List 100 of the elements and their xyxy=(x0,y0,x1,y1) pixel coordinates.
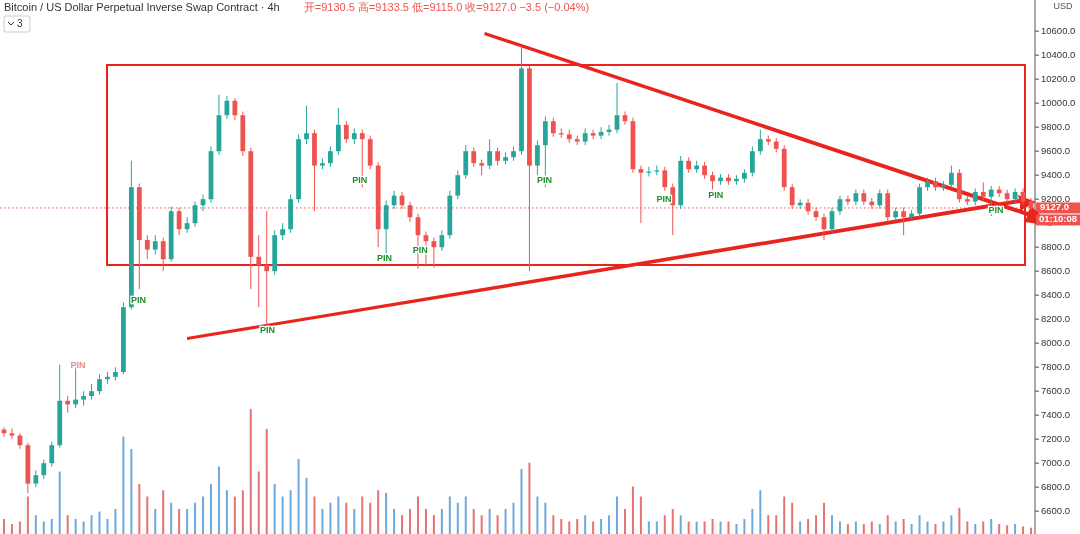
y-tick-label: 9800.0 xyxy=(1041,120,1071,132)
bar xyxy=(894,521,897,534)
annotation: 3 xyxy=(17,17,23,29)
bar xyxy=(958,507,961,534)
bar xyxy=(1022,526,1025,534)
bar xyxy=(448,496,451,534)
bar xyxy=(600,519,603,534)
bar xyxy=(743,519,746,534)
bar xyxy=(592,521,595,534)
bar xyxy=(106,519,109,534)
bar xyxy=(862,524,865,534)
bar xyxy=(560,519,563,534)
bar xyxy=(154,509,157,534)
y-tick-label: 7800.0 xyxy=(1041,360,1071,372)
bar xyxy=(58,471,61,534)
bar xyxy=(838,521,841,534)
bar xyxy=(114,509,117,534)
bar xyxy=(34,515,37,534)
bar xyxy=(830,515,833,534)
bar xyxy=(926,521,929,534)
bar xyxy=(886,515,889,534)
bar xyxy=(178,509,181,534)
y-tick-label: 8800.0 xyxy=(1041,240,1071,252)
bar xyxy=(66,515,69,534)
bar xyxy=(10,524,13,534)
bar xyxy=(631,486,634,534)
y-tick-label: 9600.0 xyxy=(1041,144,1071,156)
text: 01:10:08 xyxy=(1039,213,1078,225)
bar xyxy=(305,477,308,534)
bar xyxy=(217,466,220,534)
annotation: PIN xyxy=(656,194,672,205)
bar xyxy=(703,521,706,534)
bar xyxy=(281,496,284,534)
y-tick-label: 8400.0 xyxy=(1041,288,1071,300)
y-axis-title: USD xyxy=(1053,1,1073,11)
bar xyxy=(576,519,579,534)
bar xyxy=(146,496,149,534)
bar xyxy=(815,515,818,534)
bar xyxy=(934,524,937,534)
y-tick-label: 8000.0 xyxy=(1041,336,1071,348)
bar xyxy=(854,521,857,534)
bar xyxy=(393,509,396,534)
bar xyxy=(663,515,666,534)
bar xyxy=(90,515,93,534)
bar xyxy=(225,490,228,534)
bar xyxy=(321,509,324,534)
annotation: PIN xyxy=(412,245,428,256)
y-tick-label: 9400.0 xyxy=(1041,168,1071,180)
bar xyxy=(432,515,435,534)
bar xyxy=(74,519,77,534)
bar xyxy=(751,509,754,534)
bar xyxy=(504,509,507,534)
bar xyxy=(799,521,802,534)
y-tick-label: 7000.0 xyxy=(1041,456,1071,468)
bar xyxy=(727,521,730,534)
bar xyxy=(512,502,515,534)
bar xyxy=(711,519,714,534)
bar xyxy=(98,511,101,534)
bar xyxy=(209,484,212,534)
bar xyxy=(233,496,236,534)
bar xyxy=(759,490,762,534)
bar xyxy=(1014,524,1017,534)
y-tick-label: 7400.0 xyxy=(1041,408,1071,420)
bar xyxy=(655,521,658,534)
y-tick-label: 7200.0 xyxy=(1041,432,1071,444)
bar xyxy=(687,521,690,534)
bar xyxy=(568,521,571,534)
bar xyxy=(130,449,133,534)
bar xyxy=(416,496,419,534)
bar xyxy=(695,521,698,534)
bar xyxy=(942,521,945,534)
bar xyxy=(401,515,404,534)
bar xyxy=(361,496,364,534)
bar xyxy=(791,502,794,534)
bar xyxy=(910,524,913,534)
bar xyxy=(409,509,412,534)
annotation: PIN xyxy=(70,360,86,371)
bar xyxy=(584,515,587,534)
bar xyxy=(823,502,826,534)
y-tick-label: 10600.0 xyxy=(1041,24,1076,36)
bar xyxy=(608,515,611,534)
bar xyxy=(194,502,197,534)
bar xyxy=(552,515,555,534)
bar xyxy=(122,436,125,534)
y-tick-label: 6800.0 xyxy=(1041,480,1071,492)
bar xyxy=(2,519,5,534)
bar xyxy=(353,509,356,534)
bar xyxy=(42,521,45,534)
chart-title: Bitcoin / US Dollar Perpetual Inverse Swap Contract · 4h xyxy=(4,1,280,13)
bar xyxy=(536,496,539,534)
bar xyxy=(878,524,881,534)
bar xyxy=(82,521,85,534)
y-tick-label: 7600.0 xyxy=(1041,384,1071,396)
bar xyxy=(647,521,650,534)
bar xyxy=(974,524,977,534)
ref-line-label: 9127.0 xyxy=(1040,201,1070,213)
annotation: PIN xyxy=(708,190,724,201)
y-tick-label: 10200.0 xyxy=(1041,72,1076,84)
bar xyxy=(241,490,244,534)
bar xyxy=(544,502,547,534)
